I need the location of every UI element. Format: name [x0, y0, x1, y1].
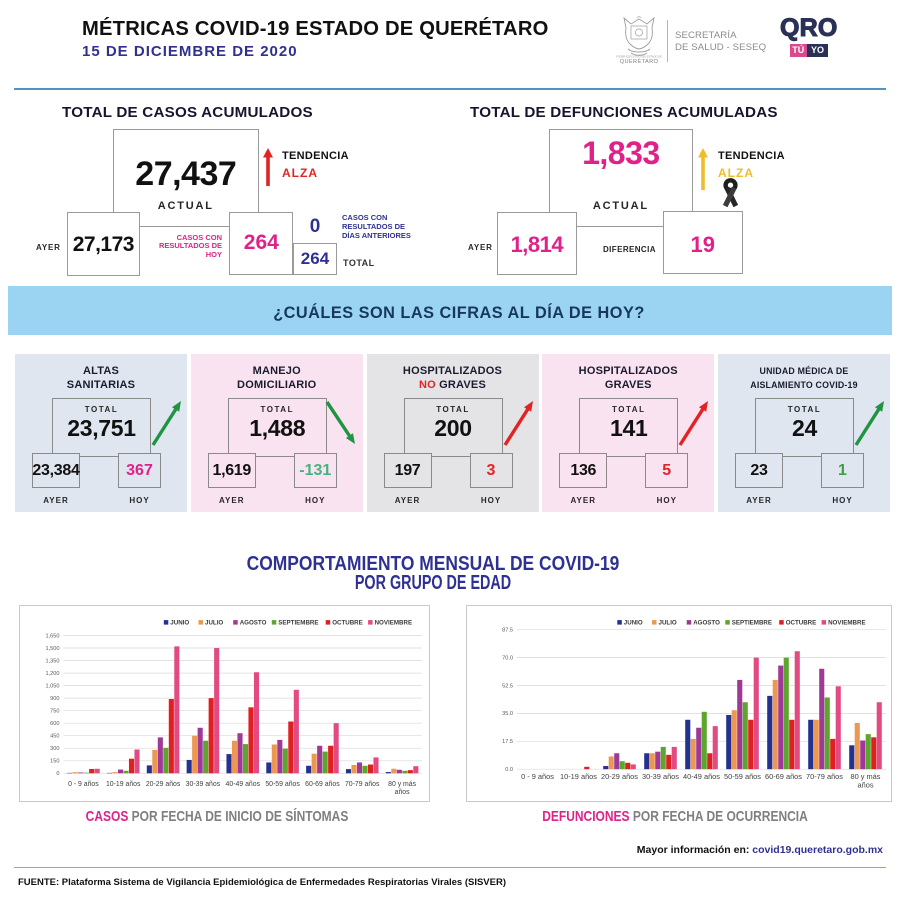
svg-text:1,650: 1,650 [45, 633, 59, 639]
svg-text:20-29 años: 20-29 años [145, 781, 180, 788]
svg-text:30-39 años: 30-39 años [642, 772, 679, 781]
svg-text:OCTUBRE: OCTUBRE [786, 620, 817, 627]
svg-text:150: 150 [50, 759, 59, 765]
svg-text:años: años [394, 789, 409, 796]
svg-text:AGOSTO: AGOSTO [239, 620, 266, 627]
svg-text:10-19 años: 10-19 años [105, 781, 140, 788]
svg-text:0: 0 [56, 771, 59, 777]
svg-text:1,200: 1,200 [45, 671, 59, 677]
svg-text:30-39 años: 30-39 años [185, 781, 220, 788]
svg-text:450: 450 [50, 734, 59, 740]
svg-text:QUERÉTARO: QUERÉTARO [620, 58, 659, 65]
svg-text:70-79 años: 70-79 años [806, 772, 843, 781]
svg-text:1,050: 1,050 [45, 683, 59, 689]
svg-text:60-69 años: 60-69 años [305, 781, 340, 788]
svg-text:600: 600 [50, 721, 59, 727]
svg-text:60-69 años: 60-69 años [765, 772, 802, 781]
svg-text:50-59 años: 50-59 años [265, 781, 300, 788]
svg-text:JUNIO: JUNIO [170, 620, 189, 627]
svg-text:JULIO: JULIO [659, 620, 677, 627]
svg-text:40-49 años: 40-49 años [225, 781, 260, 788]
svg-text:35.0: 35.0 [502, 711, 513, 717]
svg-text:0 - 9 años: 0 - 9 años [521, 772, 554, 781]
svg-text:70.0: 70.0 [502, 655, 513, 661]
svg-text:80 y más: 80 y más [388, 781, 417, 788]
svg-text:80 y más: 80 y más [851, 772, 881, 781]
svg-text:70-79 años: 70-79 años [344, 781, 379, 788]
svg-text:JULIO: JULIO [205, 620, 223, 627]
svg-text:17.5: 17.5 [502, 739, 513, 745]
svg-text:10-19 años: 10-19 años [560, 772, 597, 781]
svg-text:300: 300 [50, 746, 59, 752]
svg-text:20-29 años: 20-29 años [601, 772, 638, 781]
svg-text:NOVIEMBRE: NOVIEMBRE [374, 620, 411, 627]
svg-text:NOVIEMBRE: NOVIEMBRE [828, 620, 865, 627]
svg-text:0.0: 0.0 [505, 767, 513, 773]
svg-text:AGOSTO: AGOSTO [693, 620, 720, 627]
svg-text:0 - 9 años: 0 - 9 años [68, 781, 99, 788]
svg-text:52.5: 52.5 [502, 683, 513, 689]
svg-text:87.5: 87.5 [502, 628, 513, 634]
svg-text:JUNIO: JUNIO [624, 620, 643, 627]
svg-text:750: 750 [50, 709, 59, 715]
svg-text:PODER EJECUTIVO DEL ESTADO DE: PODER EJECUTIVO DEL ESTADO DE [616, 55, 662, 59]
svg-text:900: 900 [50, 696, 59, 702]
svg-text:SEPTIEMBRE: SEPTIEMBRE [278, 620, 318, 627]
svg-text:1,350: 1,350 [45, 658, 59, 664]
svg-text:SEPTIEMBRE: SEPTIEMBRE [732, 620, 772, 627]
svg-text:50-59 años: 50-59 años [724, 772, 761, 781]
svg-text:años: años [857, 781, 873, 790]
svg-text:OCTUBRE: OCTUBRE [332, 620, 363, 627]
svg-text:40-49 años: 40-49 años [683, 772, 720, 781]
svg-text:1,500: 1,500 [45, 646, 59, 652]
